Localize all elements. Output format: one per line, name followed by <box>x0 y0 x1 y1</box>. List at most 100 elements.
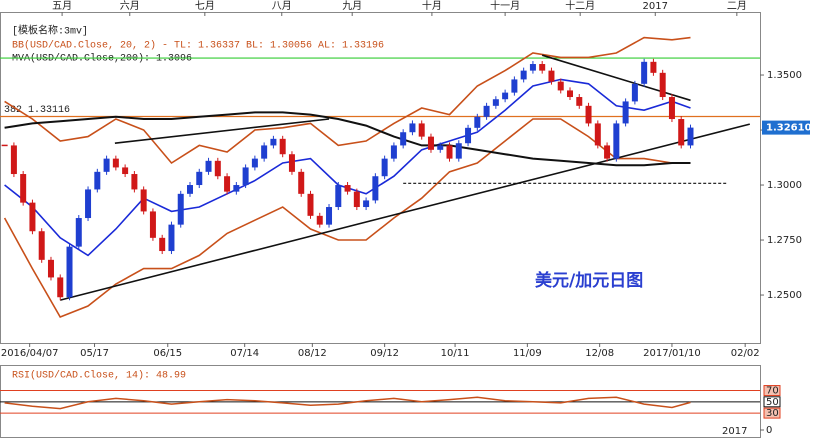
candle <box>576 97 583 106</box>
candle <box>650 61 657 73</box>
candle <box>613 123 620 159</box>
candle <box>279 138 286 155</box>
x-tick-label: 02/02 <box>731 348 760 359</box>
candle <box>307 193 314 216</box>
indicator-line <box>4 36 691 165</box>
indicator-line <box>4 111 691 167</box>
candle <box>455 143 462 159</box>
candle <box>372 176 379 201</box>
candle <box>465 127 472 144</box>
candle <box>539 64 546 71</box>
candle <box>659 72 666 98</box>
top-tick-label: 九月 <box>342 0 362 12</box>
y-tick-label: 1.2750 <box>767 235 802 246</box>
level-label: 382 1.33116 <box>4 105 70 116</box>
candle <box>233 185 240 192</box>
indicator-line <box>4 78 691 257</box>
candle <box>316 215 323 225</box>
candle <box>678 119 685 146</box>
candle <box>38 231 45 260</box>
candle <box>94 171 101 190</box>
candle <box>112 158 119 168</box>
candle <box>10 145 17 175</box>
candle <box>511 79 518 93</box>
candle <box>168 224 175 252</box>
y-tick-label: 1.3000 <box>767 180 802 191</box>
candle <box>437 145 444 150</box>
template-label: [模板名称:3mv] <box>12 24 88 38</box>
top-tick-label: 六月 <box>120 0 140 12</box>
top-tick-label: 2017 <box>643 1 668 12</box>
x-tick-label: 10/11 <box>441 348 470 359</box>
candle <box>409 123 416 133</box>
candle <box>604 145 611 159</box>
trend-line <box>60 123 750 301</box>
candle <box>326 207 333 225</box>
candle <box>335 185 342 208</box>
candle <box>641 61 648 84</box>
candle <box>149 211 156 238</box>
candle <box>529 64 536 71</box>
candle <box>242 167 249 186</box>
candle <box>177 193 184 225</box>
rsi-title: RSI(USD/CAD.Close, 14): 48.99 <box>12 370 186 382</box>
candle <box>483 105 490 117</box>
candle <box>594 123 601 146</box>
candle <box>122 167 129 175</box>
rsi-line <box>4 396 691 410</box>
x-tick-label: 08/12 <box>298 348 327 359</box>
candle <box>75 218 82 247</box>
candle <box>205 160 212 172</box>
top-tick-label: 五月 <box>52 0 72 12</box>
rsi-tick-box <box>763 385 781 397</box>
candle <box>66 246 73 298</box>
candle <box>85 189 92 219</box>
top-tick-label: 七月 <box>195 0 215 12</box>
candle <box>631 83 638 102</box>
price-tag-label: 1.32610 <box>766 123 812 134</box>
candle <box>548 70 555 82</box>
candle <box>520 70 527 80</box>
footer-year: 2017 <box>722 426 747 437</box>
candle <box>196 171 203 186</box>
rsi-tick-box <box>763 396 781 408</box>
candle <box>224 176 231 192</box>
indicator-line <box>3 118 691 318</box>
candle <box>557 81 564 91</box>
rsi-tick-label: 50 <box>766 397 779 408</box>
y-tick-label: 1.3500 <box>767 70 802 81</box>
candle <box>57 277 64 298</box>
candle <box>400 132 407 146</box>
candle <box>474 116 481 128</box>
trend-line <box>114 118 330 144</box>
candle <box>270 138 277 146</box>
top-tick-label: 十二月 <box>565 0 595 12</box>
candle <box>390 145 397 159</box>
candle <box>344 185 351 192</box>
candle <box>47 259 54 278</box>
candle <box>381 158 388 177</box>
price-tag <box>762 120 810 135</box>
x-tick-label: 05/17 <box>80 348 109 359</box>
trend-line <box>541 54 691 102</box>
top-tick-label: 十月 <box>422 0 442 12</box>
rsi-tick-label: 70 <box>766 386 779 397</box>
candle <box>427 136 434 150</box>
candle <box>492 99 499 106</box>
rsi-tick-label: 30 <box>766 408 779 419</box>
candle <box>131 174 138 190</box>
candle <box>187 185 193 194</box>
bb-legend: BB(USD/CAD.Close, 20, 2) - TL: 1.36337 B… <box>12 40 384 52</box>
candle <box>251 158 258 168</box>
x-tick-label: 06/15 <box>153 348 182 359</box>
candle <box>20 174 27 203</box>
candle <box>585 105 592 124</box>
candle <box>567 90 573 98</box>
candle <box>261 145 268 159</box>
candle <box>214 160 221 177</box>
x-tick-label: 2017/01/10 <box>643 348 701 359</box>
y-tick-label: 1.2500 <box>767 290 802 301</box>
candle <box>687 127 694 146</box>
candle <box>418 123 425 137</box>
